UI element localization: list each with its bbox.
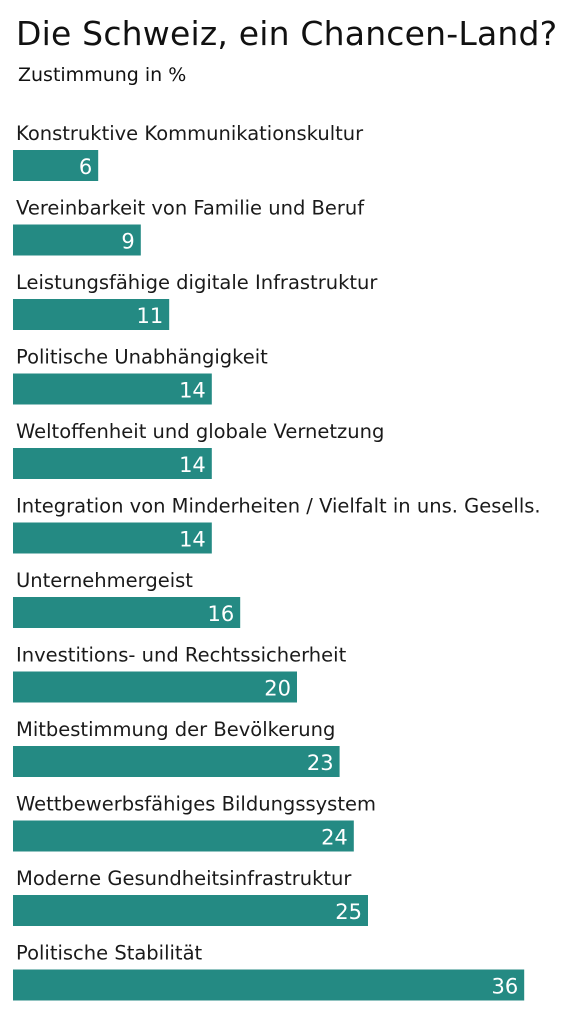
category-label: Investitions- und Rechtssicherheit <box>16 644 347 667</box>
bar <box>13 373 212 405</box>
bar-group-moderne-gesundheitsinfrastruktur: Moderne Gesundheitsinfrastruktur 25 <box>13 867 368 926</box>
bar-group-konstruktive-kommunikationskultur: Konstruktive Kommunikationskultur 6 <box>13 122 364 181</box>
bar <box>13 671 297 703</box>
value-label: 14 <box>179 453 206 477</box>
bar <box>13 969 525 1001</box>
category-label: Mitbestimmung der Bevölkerung <box>16 718 335 741</box>
category-label: Unternehmergeist <box>16 569 193 592</box>
bar <box>13 820 354 852</box>
bar-group-politische-unabhängigkeit: Politische Unabhängigkeit 14 <box>13 346 268 405</box>
bar <box>13 597 241 628</box>
bar <box>13 448 212 479</box>
bar-group-politische-stabilität: Politische Stabilität 36 <box>13 942 525 1001</box>
bar <box>13 522 212 554</box>
bar-group-investitions-und-rechtssicherheit: Investitions- und Rechtssicherheit 20 <box>13 644 347 703</box>
bar <box>13 895 368 926</box>
bar-group-wettbewerbsfähiges-bildungssystem: Wettbewerbsfähiges Bildungssystem 24 <box>13 793 376 852</box>
category-label: Politische Unabhängigkeit <box>16 346 268 369</box>
value-label: 11 <box>136 304 163 328</box>
value-label: 14 <box>179 379 206 403</box>
bar <box>13 746 340 777</box>
value-label: 20 <box>264 677 291 701</box>
category-label: Weltoffenheit und globale Vernetzung <box>16 420 384 443</box>
category-label: Vereinbarkeit von Familie und Beruf <box>16 197 365 220</box>
category-label: Wettbewerbsfähiges Bildungssystem <box>16 793 376 816</box>
bar-group-mitbestimmung-der-bevölkerung: Mitbestimmung der Bevölkerung 23 <box>13 718 340 777</box>
bar <box>13 150 99 181</box>
value-label: 25 <box>335 900 362 924</box>
bar-group-integration-von-minderheiten-vielfalt-in-uns-gesells: Integration von Minderheiten / Vielfalt … <box>13 495 541 554</box>
category-label: Konstruktive Kommunikationskultur <box>16 122 364 145</box>
bar-group-vereinbarkeit-von-familie-und-beruf: Vereinbarkeit von Familie und Beruf 9 <box>13 197 365 256</box>
category-label: Politische Stabilität <box>16 942 203 965</box>
value-label: 14 <box>179 528 206 552</box>
bar-group-unternehmergeist: Unternehmergeist 16 <box>13 569 241 628</box>
chart-subtitle: Zustimmung in % <box>18 64 187 86</box>
value-label: 6 <box>79 155 92 179</box>
category-label: Moderne Gesundheitsinfrastruktur <box>16 867 352 890</box>
bar-group-weltoffenheit-und-globale-vernetzung: Weltoffenheit und globale Vernetzung 14 <box>13 420 384 479</box>
category-label: Leistungsfähige digitale Infrastruktur <box>16 271 378 294</box>
bar-group-leistungsfähige-digitale-infrastruktur: Leistungsfähige digitale Infrastruktur 11 <box>13 271 378 330</box>
bar <box>13 299 170 330</box>
value-label: 24 <box>321 826 348 850</box>
chart-title: Die Schweiz, ein Chancen-Land? <box>16 14 558 53</box>
category-label: Integration von Minderheiten / Vielfalt … <box>16 495 541 518</box>
value-label: 9 <box>121 230 134 254</box>
bar <box>13 224 141 256</box>
value-label: 36 <box>491 975 518 999</box>
value-label: 16 <box>207 602 234 626</box>
value-label: 23 <box>307 751 334 775</box>
